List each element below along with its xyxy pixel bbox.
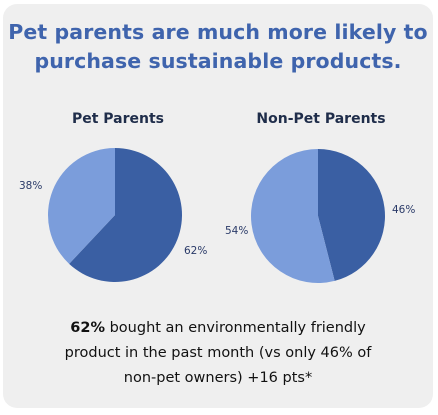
pet-parents-dark-slice-label: 62% <box>184 245 208 257</box>
headline-line-1: Pet parents are much more likely to <box>8 20 428 44</box>
pet-parents-pie <box>47 148 182 283</box>
pet-parents-light-slice-label: 38% <box>19 180 43 192</box>
pet-parents-slice-light <box>47 148 116 264</box>
summary-highlight: 62% <box>70 320 105 336</box>
summary-line-1-rest: bought an environmentally friendly <box>104 320 366 336</box>
pie-charts <box>47 148 385 283</box>
summary-line-1: 62% bought an environmentally friendly <box>3 316 433 341</box>
headline: Pet parents are much more likely to purc… <box>3 18 433 76</box>
headline-line-2: purchase sustainable products. <box>34 49 402 73</box>
pet-parents-pie-title: Pet Parents <box>71 111 165 127</box>
pet-parents-slice-dark <box>69 148 182 283</box>
summary-text: 62% bought an environmentally friendly p… <box>3 316 433 391</box>
infographic-card: Pet parents are much more likely to purc… <box>3 4 433 408</box>
summary-line-3: non-pet owners) +16 pts* <box>123 370 313 386</box>
non-pet-parents-pie <box>251 149 385 283</box>
summary-line-2: product in the past month (vs only 46% o… <box>64 345 372 361</box>
non-pet-parents-dark-slice-label: 46% <box>392 204 416 216</box>
non-pet-parents-light-slice-label: 54% <box>225 225 249 237</box>
non-pet-parents-pie-title: Non-Pet Parents <box>256 111 386 127</box>
non-pet-parents-slice-dark <box>318 149 385 281</box>
non-pet-parents-slice-light <box>251 149 335 283</box>
